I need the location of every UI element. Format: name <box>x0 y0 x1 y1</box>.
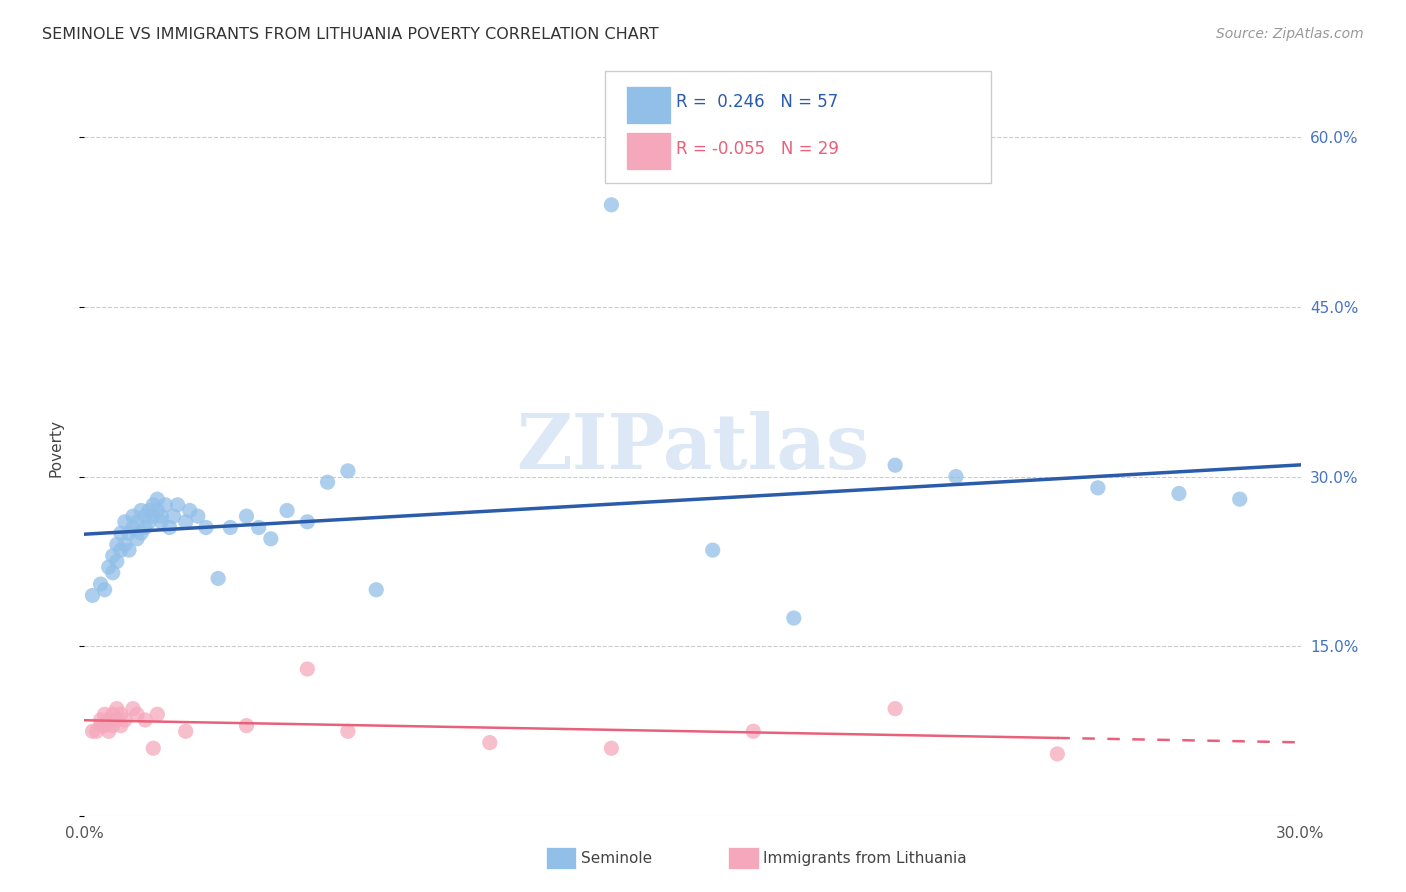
Point <box>101 549 124 563</box>
Point <box>600 198 623 212</box>
Text: Seminole: Seminole <box>581 851 652 865</box>
Point <box>86 724 108 739</box>
Point <box>129 503 152 517</box>
Point <box>101 707 124 722</box>
Point <box>101 566 124 580</box>
Point <box>97 724 120 739</box>
Point <box>105 554 128 568</box>
Point <box>146 707 169 722</box>
Point <box>105 713 128 727</box>
Text: Source: ZipAtlas.com: Source: ZipAtlas.com <box>1216 27 1364 41</box>
Point <box>114 537 136 551</box>
Text: SEMINOLE VS IMMIGRANTS FROM LITHUANIA POVERTY CORRELATION CHART: SEMINOLE VS IMMIGRANTS FROM LITHUANIA PO… <box>42 27 659 42</box>
Point <box>478 735 501 749</box>
Point <box>93 718 115 732</box>
Point <box>1087 481 1109 495</box>
Point <box>110 526 132 541</box>
Point <box>105 537 128 551</box>
Point <box>1167 486 1189 500</box>
Point <box>114 515 136 529</box>
Text: Immigrants from Lithuania: Immigrants from Lithuania <box>763 851 967 865</box>
Point <box>129 526 152 541</box>
Point <box>82 589 104 603</box>
Point <box>122 701 145 715</box>
Point <box>207 571 229 585</box>
Point <box>134 509 156 524</box>
Point <box>142 498 165 512</box>
Point <box>702 543 724 558</box>
Point <box>884 701 907 715</box>
Point <box>90 577 112 591</box>
Point <box>187 509 209 524</box>
Point <box>235 509 257 524</box>
Point <box>93 707 115 722</box>
Point <box>336 724 359 739</box>
Point <box>600 741 623 756</box>
Point <box>194 520 218 534</box>
Point <box>105 701 128 715</box>
Point <box>174 515 197 529</box>
Point <box>783 611 806 625</box>
Point <box>118 526 141 541</box>
Point <box>235 718 257 732</box>
Point <box>134 520 156 534</box>
Point <box>138 503 160 517</box>
Point <box>297 662 319 676</box>
Point <box>166 498 188 512</box>
Point <box>742 724 765 739</box>
Point <box>138 515 160 529</box>
Point <box>179 503 201 517</box>
Text: R = -0.055   N = 29: R = -0.055 N = 29 <box>676 140 839 158</box>
Point <box>366 582 388 597</box>
Point <box>297 515 319 529</box>
Point <box>162 509 184 524</box>
Y-axis label: Poverty: Poverty <box>49 419 63 477</box>
Point <box>336 464 359 478</box>
Point <box>118 543 141 558</box>
Point <box>97 560 120 574</box>
Point <box>122 520 145 534</box>
Point <box>1229 492 1251 507</box>
Point <box>82 724 104 739</box>
Point <box>945 469 967 483</box>
Point <box>260 532 283 546</box>
Point <box>93 582 115 597</box>
Point <box>134 713 156 727</box>
Point <box>90 713 112 727</box>
Text: ZIPatlas: ZIPatlas <box>516 411 869 485</box>
Point <box>146 492 169 507</box>
Point <box>276 503 298 517</box>
Point <box>150 509 173 524</box>
Point <box>101 718 124 732</box>
Point <box>97 713 120 727</box>
Point <box>122 509 145 524</box>
Point <box>114 713 136 727</box>
Point <box>90 718 112 732</box>
Point <box>1046 747 1069 761</box>
Point <box>125 532 148 546</box>
Point <box>155 498 177 512</box>
Point <box>150 515 173 529</box>
Point <box>159 520 181 534</box>
Text: R =  0.246   N = 57: R = 0.246 N = 57 <box>676 94 838 112</box>
Point <box>142 509 165 524</box>
Point <box>110 718 132 732</box>
Point <box>316 475 339 490</box>
Point <box>219 520 242 534</box>
Point <box>247 520 270 534</box>
Point <box>174 724 197 739</box>
Point <box>125 515 148 529</box>
Point <box>110 707 132 722</box>
Point <box>146 503 169 517</box>
Point <box>110 543 132 558</box>
Point <box>142 741 165 756</box>
Point <box>884 458 907 473</box>
Point <box>125 707 148 722</box>
